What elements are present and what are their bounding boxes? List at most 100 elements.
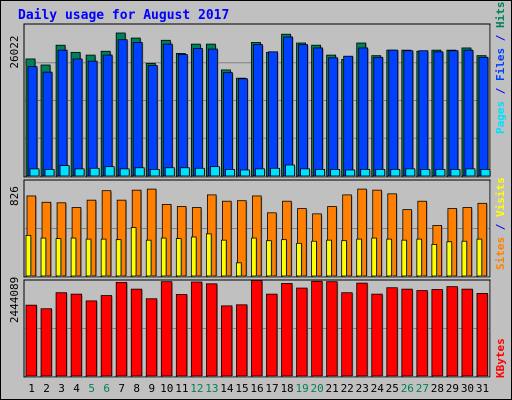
x-tick-label: 2	[43, 382, 50, 395]
bar-kbytes	[446, 286, 458, 377]
bar-files	[132, 42, 143, 177]
x-tick-label: 9	[148, 382, 155, 395]
x-tick-label: 1	[28, 382, 35, 395]
bar-pages	[74, 168, 85, 177]
bar-sites	[356, 238, 362, 277]
x-tick-label: 15	[235, 382, 248, 395]
bar-pages	[480, 169, 491, 177]
x-tick-label: 25	[386, 382, 399, 395]
bar-kbytes	[205, 283, 218, 377]
bar-files	[313, 47, 324, 177]
bar-files	[283, 36, 293, 177]
bar-kbytes	[130, 288, 143, 377]
bar-files	[238, 78, 248, 177]
bar-pages	[375, 169, 386, 177]
x-tick-label: 26	[401, 382, 414, 395]
x-tick-label: 10	[160, 382, 173, 395]
bar-sites	[371, 237, 377, 277]
x-tick-label: 21	[326, 382, 339, 395]
x-tick-label: 30	[461, 382, 474, 395]
bar-pages	[300, 168, 311, 177]
bar-kbytes	[115, 281, 128, 377]
bar-pages	[164, 167, 175, 177]
bar-pages	[240, 169, 250, 177]
bar-sites	[236, 262, 242, 277]
bar-sites	[281, 239, 287, 277]
bar-sites	[175, 238, 182, 277]
bar-sites	[386, 238, 392, 277]
bar-files	[418, 50, 429, 177]
bar-kbytes	[296, 287, 308, 377]
bar-pages	[119, 168, 130, 177]
bar-kbytes	[401, 288, 413, 377]
bar-pages	[194, 167, 205, 177]
x-tick-label: 24	[371, 382, 385, 395]
bar-kbytes	[100, 295, 113, 377]
x-tick-label: 18	[280, 382, 293, 395]
bar-files	[207, 48, 218, 177]
legend-entry: /	[494, 81, 507, 101]
bar-kbytes	[326, 281, 338, 377]
bar-files	[433, 51, 444, 177]
bar-sites	[190, 236, 197, 277]
bar-files	[192, 48, 203, 177]
bar-pages	[89, 167, 100, 177]
legend-entry: Hits	[494, 2, 507, 29]
legend-entry: /	[494, 217, 507, 237]
bar-pages	[435, 169, 446, 177]
bar-files	[478, 56, 489, 177]
x-tick-label: 5	[88, 382, 95, 395]
bar-files	[343, 55, 354, 177]
bar-kbytes	[221, 305, 233, 377]
bar-files	[162, 43, 173, 177]
bar-files	[87, 60, 98, 177]
bar-files	[27, 66, 38, 177]
bar-kbytes	[266, 293, 278, 377]
x-tick-label: 17	[265, 382, 278, 395]
legend-entry: KBytes	[494, 338, 507, 378]
bar-sites	[251, 237, 257, 277]
bar-files	[223, 72, 233, 177]
bar-sites	[221, 239, 227, 277]
x-tick-label: 14	[220, 382, 234, 395]
bar-pages	[59, 165, 70, 177]
x-tick-label: 27	[416, 382, 429, 395]
bar-pages	[330, 169, 341, 177]
bar-kbytes	[85, 300, 98, 377]
x-tick-label: 31	[476, 382, 489, 395]
bar-kbytes	[190, 281, 203, 377]
bar-kbytes	[371, 293, 383, 377]
bar-pages	[134, 167, 145, 177]
bar-files	[373, 56, 384, 177]
bar-kbytes	[55, 292, 67, 377]
bar-pages	[315, 169, 326, 177]
bar-kbytes	[431, 289, 443, 377]
legend-entry: Files	[494, 48, 507, 81]
bar-pages	[179, 167, 190, 177]
legend-kbytes: KBytes	[494, 338, 507, 378]
bar-sites	[145, 239, 152, 277]
bar-kbytes	[416, 290, 428, 377]
bar-files	[463, 49, 474, 177]
bar-sites	[40, 237, 47, 277]
bar-pages	[405, 168, 416, 177]
bar-pages	[29, 168, 40, 177]
x-tick-label: 20	[311, 382, 324, 395]
bar-sites	[115, 239, 122, 277]
x-tick-label: 29	[446, 382, 459, 395]
legend-entry: Pages	[494, 101, 507, 134]
x-tick-label: 4	[73, 382, 80, 395]
bar-sites	[416, 238, 423, 277]
bar-kbytes	[236, 304, 248, 377]
max-label-visits: 826	[8, 186, 21, 206]
bar-files	[448, 50, 459, 177]
bar-sites	[431, 244, 438, 277]
bar-kbytes	[175, 294, 188, 377]
bar-files	[403, 50, 414, 177]
bar-sites	[266, 240, 272, 277]
bar-files	[102, 54, 113, 177]
x-tick-label: 12	[190, 382, 203, 395]
bar-sites	[160, 237, 167, 277]
bar-pages	[44, 169, 55, 177]
